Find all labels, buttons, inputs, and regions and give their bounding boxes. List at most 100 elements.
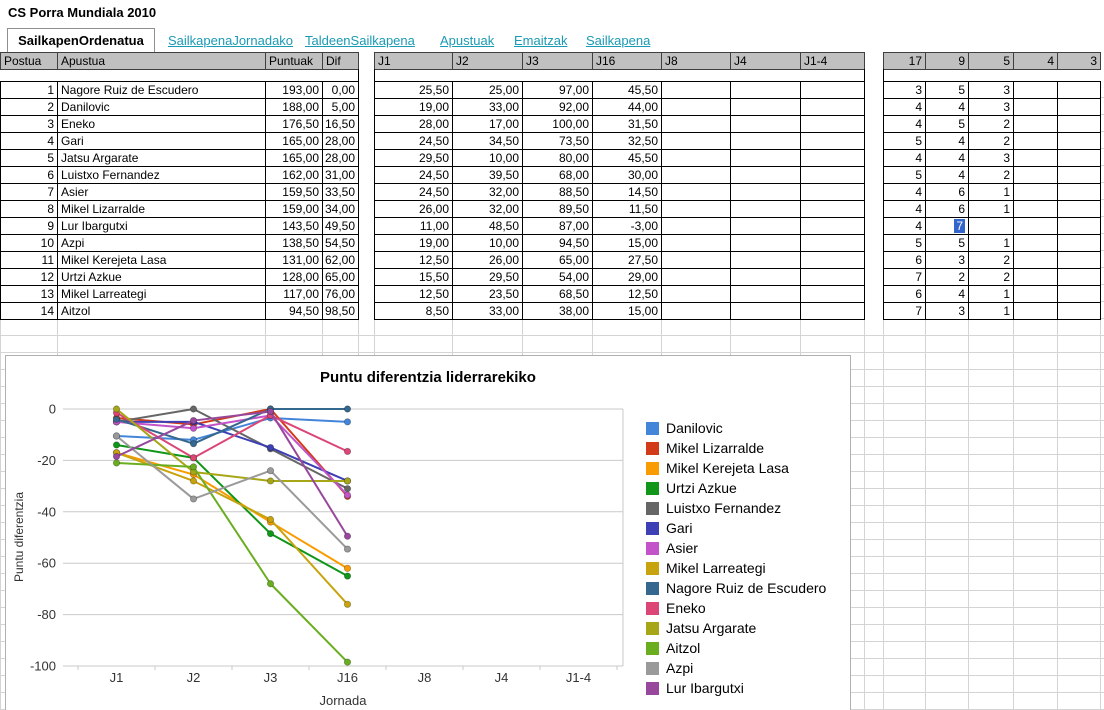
table-cell[interactable]: 26,00 <box>452 251 523 269</box>
table-cell[interactable] <box>730 285 801 303</box>
table-cell[interactable]: 19,00 <box>374 98 453 116</box>
table-cell[interactable]: 7 <box>925 217 969 235</box>
table-cell[interactable]: 89,50 <box>522 200 593 218</box>
table-cell[interactable] <box>1013 268 1058 286</box>
table-cell[interactable]: 6 <box>925 183 969 201</box>
column-header[interactable]: 3 <box>1057 52 1101 70</box>
table-cell[interactable]: 2 <box>968 251 1014 269</box>
table-cell[interactable]: 29,50 <box>452 268 523 286</box>
tab-apustuak[interactable]: Apustuak <box>440 33 495 48</box>
table-cell[interactable] <box>1013 115 1058 133</box>
spacer-cell[interactable] <box>358 183 375 201</box>
table-cell[interactable]: 12 <box>0 268 58 286</box>
table-cell[interactable] <box>1057 200 1101 218</box>
table-cell[interactable] <box>1057 302 1101 320</box>
table-cell[interactable]: 76,00 <box>322 285 359 303</box>
table-cell[interactable]: 1 <box>968 302 1014 320</box>
table-cell[interactable]: 13 <box>0 285 58 303</box>
table-cell[interactable] <box>1057 81 1101 99</box>
table-cell[interactable]: Mikel Lizarralde <box>57 200 266 218</box>
spacer-cell[interactable] <box>864 251 884 269</box>
table-cell[interactable]: Eneko <box>57 115 266 133</box>
table-cell[interactable] <box>800 302 865 320</box>
table-cell[interactable]: 4 <box>925 132 969 150</box>
table-cell[interactable]: 10,00 <box>452 149 523 167</box>
table-cell[interactable]: 10 <box>0 234 58 252</box>
table-cell[interactable]: 11 <box>0 251 58 269</box>
table-cell[interactable]: Azpi <box>57 234 266 252</box>
table-cell[interactable] <box>800 217 865 235</box>
table-cell[interactable]: 28,00 <box>322 132 359 150</box>
table-cell[interactable]: 25,00 <box>452 81 523 99</box>
spacer-cell[interactable] <box>358 149 375 167</box>
table-cell[interactable] <box>1013 98 1058 116</box>
table-cell[interactable]: 24,50 <box>374 166 453 184</box>
table-cell[interactable]: 5 <box>925 234 969 252</box>
table-cell[interactable]: 5 <box>883 234 926 252</box>
column-header[interactable]: J4 <box>730 52 801 70</box>
table-cell[interactable]: 193,00 <box>265 81 323 99</box>
table-cell[interactable]: 6 <box>883 251 926 269</box>
table-cell[interactable]: 4 <box>925 285 969 303</box>
table-cell[interactable]: 3 <box>883 81 926 99</box>
table-cell[interactable]: 6 <box>0 166 58 184</box>
table-cell[interactable]: 54,50 <box>322 234 359 252</box>
table-cell[interactable]: Danilovic <box>57 98 266 116</box>
table-cell[interactable] <box>661 149 731 167</box>
table-cell[interactable]: 7 <box>883 302 926 320</box>
table-cell[interactable]: 23,50 <box>452 285 523 303</box>
table-cell[interactable]: 7 <box>0 183 58 201</box>
column-header[interactable]: Apustua <box>57 52 266 70</box>
table-cell[interactable] <box>661 115 731 133</box>
table-cell[interactable]: 12,50 <box>374 251 453 269</box>
table-cell[interactable]: 4 <box>883 149 926 167</box>
table-cell[interactable] <box>800 166 865 184</box>
table-cell[interactable]: 4 <box>883 183 926 201</box>
table-cell[interactable] <box>661 81 731 99</box>
table-cell[interactable] <box>730 268 801 286</box>
table-cell[interactable]: 14,50 <box>592 183 662 201</box>
table-cell[interactable] <box>730 217 801 235</box>
table-cell[interactable]: 87,00 <box>522 217 593 235</box>
spacer-cell[interactable] <box>864 183 884 201</box>
spacer-cell[interactable] <box>864 149 884 167</box>
spacer-cell[interactable] <box>864 115 884 133</box>
table-cell[interactable]: Nagore Ruiz de Escudero <box>57 81 266 99</box>
table-cell[interactable]: 1 <box>968 285 1014 303</box>
table-cell[interactable]: 2 <box>968 115 1014 133</box>
table-cell[interactable]: 4 <box>0 132 58 150</box>
table-cell[interactable]: 2 <box>0 98 58 116</box>
column-header[interactable]: 4 <box>1013 52 1058 70</box>
table-cell[interactable]: 27,50 <box>592 251 662 269</box>
table-cell[interactable]: 44,00 <box>592 98 662 116</box>
table-cell[interactable] <box>1057 98 1101 116</box>
table-cell[interactable] <box>1013 217 1058 235</box>
table-cell[interactable]: 12,50 <box>592 285 662 303</box>
table-cell[interactable] <box>661 217 731 235</box>
table-cell[interactable]: 3 <box>968 149 1014 167</box>
table-cell[interactable]: 176,50 <box>265 115 323 133</box>
table-cell[interactable]: 2 <box>968 166 1014 184</box>
table-cell[interactable]: 131,00 <box>265 251 323 269</box>
table-cell[interactable]: 33,50 <box>322 183 359 201</box>
table-cell[interactable] <box>730 302 801 320</box>
table-cell[interactable]: 3 <box>925 251 969 269</box>
table-cell[interactable]: 1 <box>0 81 58 99</box>
table-cell[interactable]: 5 <box>925 81 969 99</box>
table-cell[interactable] <box>800 234 865 252</box>
table-cell[interactable]: 2 <box>968 132 1014 150</box>
table-cell[interactable] <box>1013 149 1058 167</box>
table-cell[interactable]: 3 <box>968 81 1014 99</box>
table-cell[interactable]: 45,50 <box>592 81 662 99</box>
table-cell[interactable]: 9 <box>0 217 58 235</box>
table-cell[interactable] <box>800 115 865 133</box>
spacer-cell[interactable] <box>358 166 375 184</box>
table-cell[interactable] <box>1013 285 1058 303</box>
table-cell[interactable]: 34,50 <box>452 132 523 150</box>
tab-taldeensailkapena[interactable]: TaldeenSailkapena <box>305 33 415 48</box>
table-cell[interactable]: 29,50 <box>374 149 453 167</box>
table-cell[interactable] <box>800 251 865 269</box>
spacer-cell[interactable] <box>864 166 884 184</box>
table-cell[interactable]: 14 <box>0 302 58 320</box>
table-cell[interactable]: 159,50 <box>265 183 323 201</box>
